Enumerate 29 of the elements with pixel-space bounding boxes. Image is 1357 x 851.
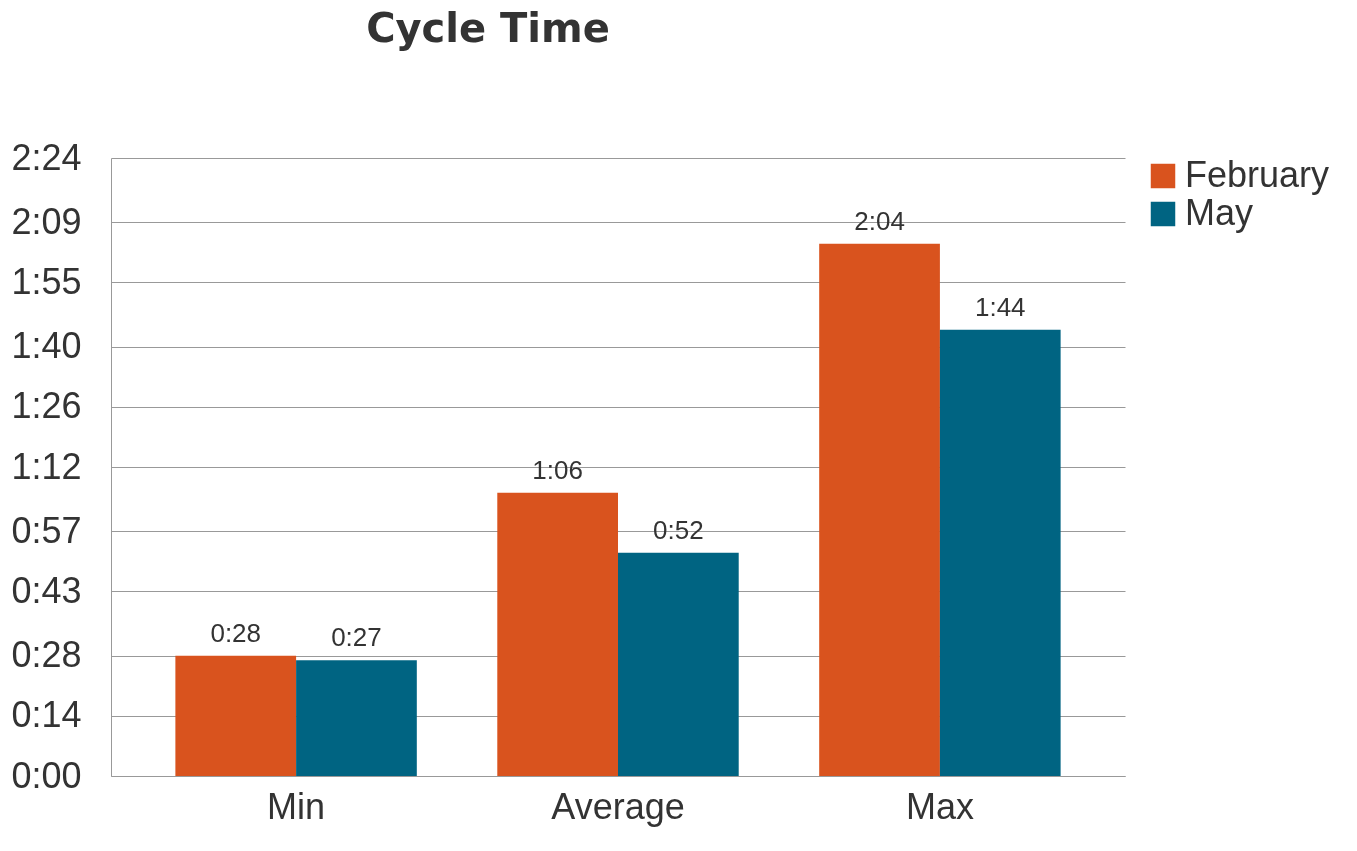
chart-title: Cycle Time [366, 5, 610, 51]
y-tick-label: 1:40 [11, 325, 82, 367]
legend-label: February [1185, 154, 1330, 195]
bar [939, 329, 1061, 776]
y-tick-label: 0:28 [11, 634, 82, 676]
bar [497, 492, 618, 776]
y-tick-label: 0:00 [11, 754, 82, 796]
x-tick-label: Max [905, 785, 974, 827]
bar [618, 552, 739, 776]
y-tick-label: 1:55 [11, 260, 82, 302]
data-label: 1:06 [532, 454, 583, 485]
bar [819, 243, 940, 776]
data-label: 0:28 [210, 617, 262, 648]
y-tick-label: 0:14 [11, 694, 82, 736]
y-tick-label: 2:24 [11, 136, 82, 178]
bar [296, 660, 417, 776]
bar [175, 655, 297, 776]
y-tick-label: 1:12 [11, 445, 82, 487]
data-label: 1:44 [974, 291, 1026, 322]
x-tick-label: Min [267, 785, 326, 827]
data-label: 0:52 [653, 514, 704, 545]
legend-label: May [1185, 192, 1254, 233]
data-label: 2:04 [854, 205, 905, 236]
y-tick-label: 1:26 [11, 385, 82, 427]
y-tick-label: 2:09 [11, 200, 82, 242]
x-tick-label: Average [551, 785, 685, 827]
data-label: 0:27 [331, 622, 382, 653]
y-tick-label: 0:57 [11, 509, 82, 551]
y-tick-label: 0:43 [11, 569, 82, 611]
